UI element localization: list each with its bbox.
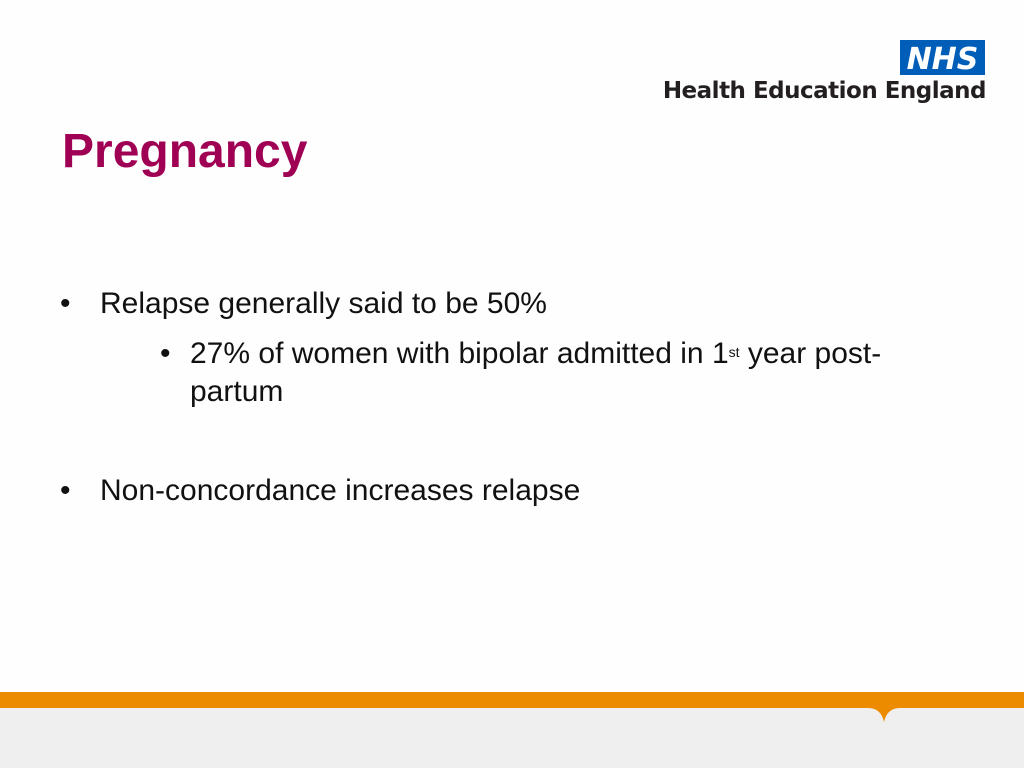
sub-bullet-text-end: year post-partum <box>190 337 882 408</box>
nhs-logo-background <box>900 40 985 75</box>
sub-bullet-text-start: 27% of women with bipolar admitted in 1 <box>190 337 729 370</box>
nhs-logo-text: NHS <box>907 42 979 75</box>
footer-band <box>0 692 1024 768</box>
organization-name: Health Education England <box>662 78 987 104</box>
ordinal-superscript: st <box>728 344 740 360</box>
sub-bullet-text: 27% of women with bipolar admitted in 1s… <box>190 335 930 411</box>
nhs-logo: NHS <box>900 40 985 75</box>
bullet-text: Relapse generally said to be 50% <box>100 287 547 320</box>
bullet-dot: • <box>60 474 71 507</box>
bullet-dot: • <box>60 287 71 320</box>
sub-bullet-dot: • <box>160 337 171 370</box>
slide-title: Pregnancy <box>62 125 308 178</box>
footer-orange-stripe <box>0 692 1024 722</box>
bullet-text: Non-concordance increases relapse <box>100 474 581 507</box>
